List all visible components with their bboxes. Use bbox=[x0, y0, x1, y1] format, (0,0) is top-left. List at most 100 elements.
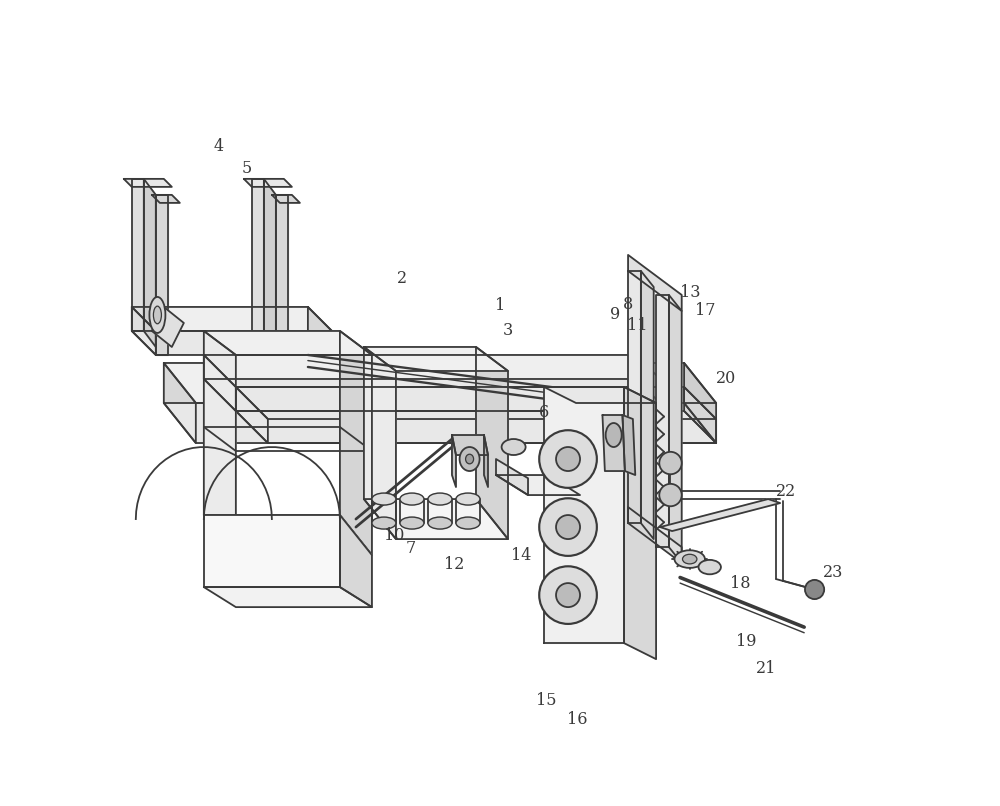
Polygon shape bbox=[204, 379, 668, 411]
Polygon shape bbox=[204, 587, 372, 607]
Polygon shape bbox=[132, 307, 332, 331]
Text: 6: 6 bbox=[539, 404, 549, 421]
Text: 1: 1 bbox=[495, 297, 505, 314]
Ellipse shape bbox=[556, 515, 580, 539]
Ellipse shape bbox=[556, 447, 580, 471]
Ellipse shape bbox=[372, 493, 396, 505]
Ellipse shape bbox=[466, 455, 474, 463]
Ellipse shape bbox=[400, 517, 424, 529]
Text: 8: 8 bbox=[623, 296, 633, 313]
Text: 3: 3 bbox=[503, 322, 513, 339]
Polygon shape bbox=[660, 499, 780, 531]
Polygon shape bbox=[204, 515, 340, 587]
Text: 16: 16 bbox=[567, 711, 587, 728]
Polygon shape bbox=[164, 363, 716, 403]
Polygon shape bbox=[204, 355, 668, 387]
Text: 18: 18 bbox=[730, 575, 750, 592]
Ellipse shape bbox=[456, 493, 480, 505]
Ellipse shape bbox=[460, 447, 480, 471]
Ellipse shape bbox=[428, 517, 452, 529]
Polygon shape bbox=[476, 347, 508, 539]
Polygon shape bbox=[628, 255, 682, 311]
Ellipse shape bbox=[606, 423, 622, 447]
Circle shape bbox=[659, 484, 682, 506]
Text: 14: 14 bbox=[511, 546, 532, 563]
Polygon shape bbox=[656, 295, 669, 547]
Polygon shape bbox=[452, 435, 488, 455]
Circle shape bbox=[659, 452, 682, 474]
Polygon shape bbox=[364, 347, 508, 371]
Polygon shape bbox=[244, 179, 292, 187]
Text: 22: 22 bbox=[776, 483, 797, 500]
Polygon shape bbox=[496, 459, 528, 495]
Polygon shape bbox=[340, 515, 372, 607]
Polygon shape bbox=[204, 331, 372, 355]
Text: 23: 23 bbox=[823, 564, 843, 581]
Polygon shape bbox=[124, 179, 172, 187]
Polygon shape bbox=[452, 435, 456, 487]
Text: 9: 9 bbox=[610, 305, 620, 322]
Polygon shape bbox=[156, 195, 168, 355]
Ellipse shape bbox=[683, 555, 697, 564]
Polygon shape bbox=[544, 387, 624, 643]
Polygon shape bbox=[236, 387, 716, 419]
Circle shape bbox=[805, 580, 824, 599]
Text: 21: 21 bbox=[756, 660, 776, 677]
Polygon shape bbox=[624, 387, 656, 659]
Polygon shape bbox=[164, 363, 196, 443]
Text: 20: 20 bbox=[716, 371, 737, 388]
Polygon shape bbox=[602, 415, 625, 471]
Polygon shape bbox=[669, 295, 682, 563]
Ellipse shape bbox=[153, 306, 161, 324]
Text: 19: 19 bbox=[736, 633, 757, 650]
Polygon shape bbox=[496, 475, 580, 495]
Polygon shape bbox=[364, 347, 396, 539]
Ellipse shape bbox=[539, 498, 597, 556]
Polygon shape bbox=[641, 271, 654, 539]
Polygon shape bbox=[272, 195, 300, 203]
Polygon shape bbox=[308, 307, 332, 355]
Polygon shape bbox=[152, 195, 180, 203]
Text: 11: 11 bbox=[627, 317, 648, 334]
Polygon shape bbox=[276, 195, 288, 355]
Polygon shape bbox=[544, 387, 656, 403]
Text: 10: 10 bbox=[384, 526, 405, 543]
Ellipse shape bbox=[428, 493, 452, 505]
Text: 12: 12 bbox=[444, 556, 465, 573]
Polygon shape bbox=[204, 355, 236, 411]
Ellipse shape bbox=[149, 297, 165, 333]
Ellipse shape bbox=[699, 560, 721, 575]
Text: 5: 5 bbox=[241, 160, 251, 177]
Text: 7: 7 bbox=[405, 540, 415, 557]
Text: 15: 15 bbox=[536, 692, 557, 709]
Polygon shape bbox=[164, 403, 716, 443]
Polygon shape bbox=[204, 331, 236, 555]
Text: 4: 4 bbox=[213, 139, 223, 156]
Polygon shape bbox=[236, 387, 268, 443]
Polygon shape bbox=[484, 435, 488, 487]
Ellipse shape bbox=[674, 550, 705, 568]
Polygon shape bbox=[204, 515, 372, 555]
Polygon shape bbox=[628, 507, 682, 563]
Ellipse shape bbox=[539, 430, 597, 488]
Polygon shape bbox=[684, 363, 716, 443]
Polygon shape bbox=[264, 179, 276, 347]
Polygon shape bbox=[684, 387, 716, 443]
Polygon shape bbox=[628, 271, 641, 523]
Polygon shape bbox=[144, 179, 156, 347]
Polygon shape bbox=[132, 307, 156, 355]
Ellipse shape bbox=[556, 583, 580, 607]
Text: 2: 2 bbox=[397, 271, 407, 288]
Polygon shape bbox=[622, 415, 635, 475]
Ellipse shape bbox=[372, 517, 396, 529]
Text: 13: 13 bbox=[680, 284, 701, 301]
Ellipse shape bbox=[539, 567, 597, 624]
Text: 17: 17 bbox=[695, 301, 716, 318]
Polygon shape bbox=[364, 499, 508, 539]
Polygon shape bbox=[340, 331, 372, 555]
Polygon shape bbox=[132, 331, 332, 355]
Polygon shape bbox=[152, 307, 184, 347]
Polygon shape bbox=[132, 179, 144, 331]
Ellipse shape bbox=[502, 439, 526, 455]
Ellipse shape bbox=[456, 517, 480, 529]
